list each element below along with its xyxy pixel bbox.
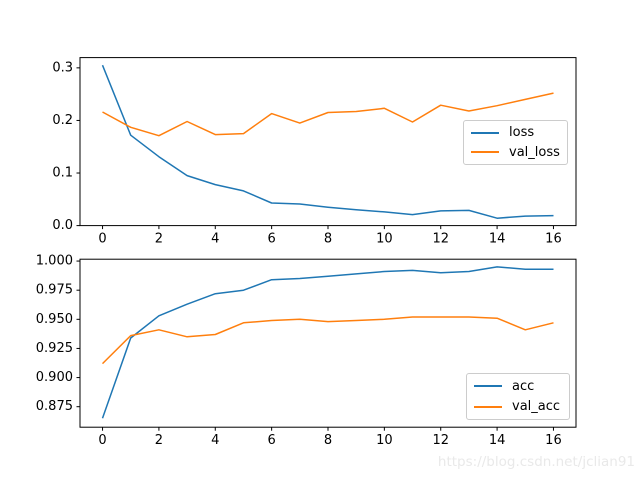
x-tick-label: 12 (432, 231, 449, 246)
y-axis: 0.875 0.900 0.925 0.950 0.975 1.000 (36, 254, 80, 414)
legend-item-val-acc: val_acc (474, 397, 562, 417)
x-tick-label: 16 (545, 433, 562, 448)
x-tick-label: 8 (324, 231, 332, 246)
val_acc-line (101, 316, 554, 365)
val_loss-line (102, 92, 554, 137)
x-tick-label: 6 (267, 433, 275, 448)
legend-accuracy: acc val_acc (466, 373, 570, 420)
loss-line (101, 64, 554, 219)
legend-item-loss: loss (471, 123, 560, 143)
legend-label-val-loss: val_loss (509, 144, 560, 160)
y-tick-label: 0.950 (36, 312, 73, 327)
x-tick-label: 6 (267, 231, 275, 246)
x-tick-label: 10 (376, 433, 393, 448)
x-tick-label: 2 (155, 231, 163, 246)
legend-item-acc: acc (474, 376, 562, 396)
x-axis: 0 2 4 6 8 10 12 14 16 (98, 225, 562, 246)
val-loss-line-swatch (471, 151, 499, 154)
x-axis: 0 2 4 6 8 10 12 14 16 (98, 427, 562, 448)
x-tick-label: 8 (324, 433, 332, 448)
x-tick-label: 0 (98, 231, 106, 246)
watermark: https://blog.csdn.net/jclian91 (437, 454, 635, 470)
legend-loss: loss val_loss (463, 120, 568, 165)
legend-label-val-acc: val_acc (512, 399, 561, 415)
x-tick-label: 14 (489, 231, 506, 246)
y-tick-label: 0.875 (36, 399, 73, 414)
val-acc-line-swatch (474, 405, 502, 408)
y-tick-label: 0.2 (52, 113, 73, 128)
x-tick-label: 4 (211, 231, 219, 246)
legend-label-loss: loss (509, 125, 535, 141)
legend-label-acc: acc (512, 378, 535, 394)
loss-line-swatch (471, 131, 499, 134)
acc-line-swatch (474, 385, 502, 388)
y-tick-label: 0.900 (36, 370, 73, 385)
y-tick-label: 0.0 (52, 218, 73, 233)
x-tick-label: 2 (155, 433, 163, 448)
x-tick-label: 12 (432, 433, 449, 448)
y-axis: 0.0 0.1 0.2 0.3 (52, 60, 80, 233)
x-tick-label: 16 (545, 231, 562, 246)
legend-item-val-loss: val_loss (471, 143, 560, 163)
y-tick-label: 1.000 (36, 254, 73, 269)
y-tick-label: 0.925 (36, 341, 73, 356)
x-tick-label: 10 (376, 231, 393, 246)
y-tick-label: 0.3 (52, 60, 73, 75)
x-tick-label: 4 (211, 433, 219, 448)
y-tick-label: 0.1 (52, 166, 73, 181)
acc-line (101, 266, 554, 419)
x-tick-label: 0 (98, 433, 106, 448)
x-tick-label: 14 (489, 433, 506, 448)
y-tick-label: 0.975 (36, 283, 73, 298)
